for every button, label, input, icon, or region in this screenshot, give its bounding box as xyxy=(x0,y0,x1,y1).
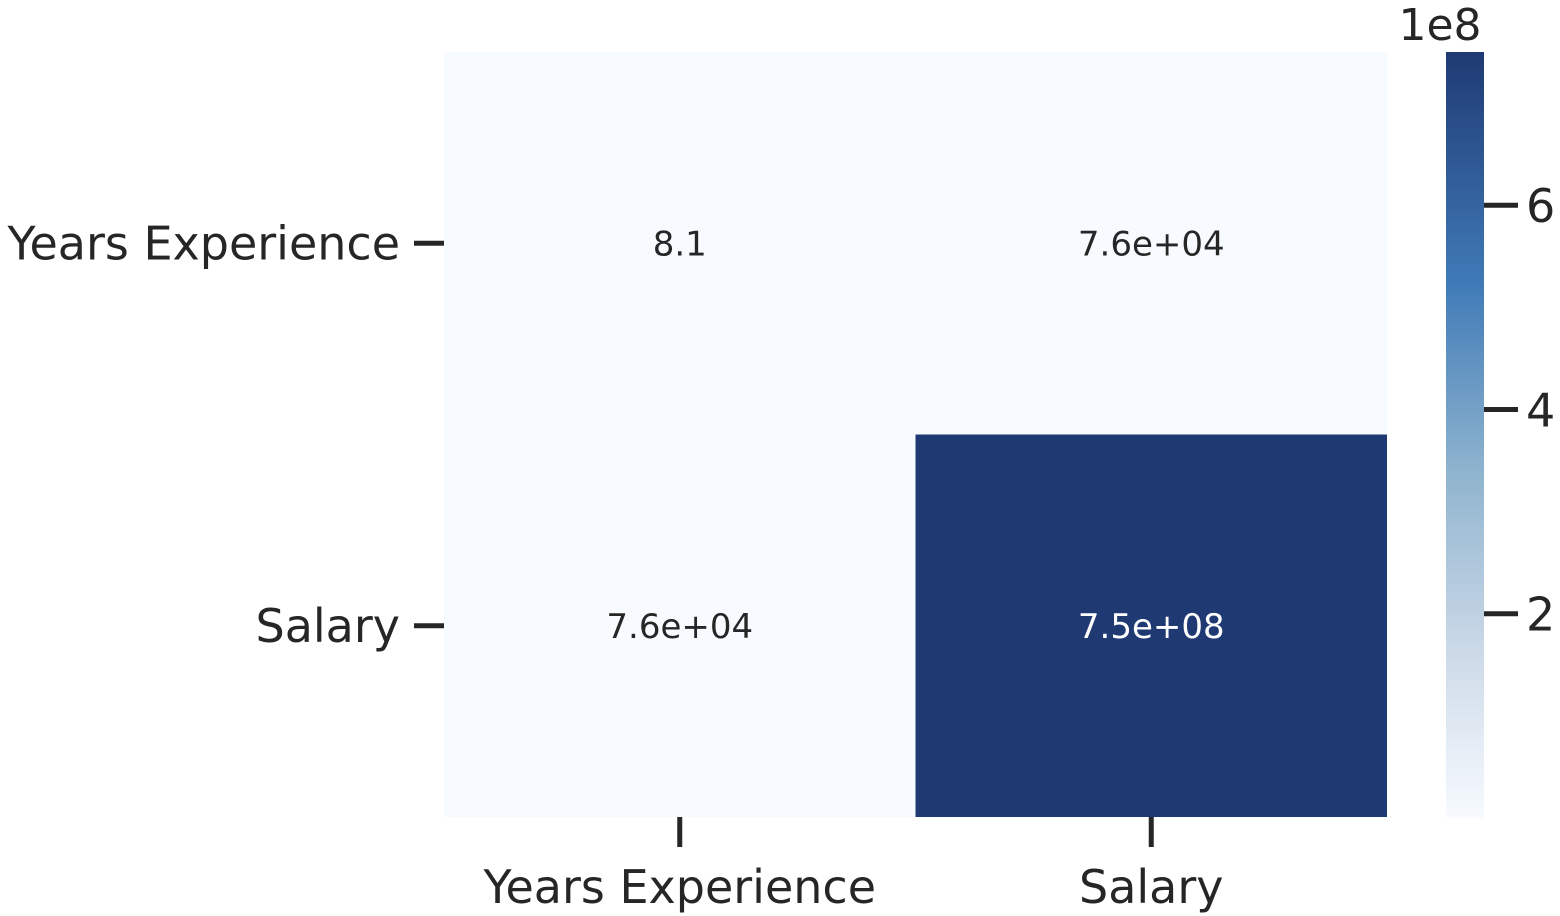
colorbar-gradient xyxy=(1446,52,1484,818)
colorbar-multiplier-label: 1e8 xyxy=(1398,0,1481,51)
y-tick-label: Years Experience xyxy=(6,216,400,270)
heatmap-cell-label: 7.5e+08 xyxy=(1078,607,1225,647)
colorbar-tick-label: 6 xyxy=(1526,179,1555,233)
heatmap-cell-labels: 8.1 7.6e+04 7.6e+04 7.5e+08 xyxy=(606,224,1224,647)
colorbar: 1e8 2 4 6 xyxy=(1398,0,1555,818)
heatmap-cell xyxy=(444,52,916,435)
y-axis: Years Experience Salary xyxy=(6,216,444,653)
colorbar-ticks: 2 4 6 xyxy=(1484,179,1555,642)
x-tick-label: Salary xyxy=(1079,860,1224,914)
heatmap-cell-label: 7.6e+04 xyxy=(1078,224,1225,264)
y-tick-label: Salary xyxy=(256,599,401,653)
colorbar-tick-label: 4 xyxy=(1526,383,1555,437)
heatmap-cell xyxy=(444,434,916,817)
heatmap-cell-label: 7.6e+04 xyxy=(606,607,753,647)
x-tick-label: Years Experience xyxy=(482,860,876,914)
heatmap-cells xyxy=(444,52,1387,817)
x-axis: Years Experience Salary xyxy=(482,817,1224,914)
heatmap-cell-label: 8.1 xyxy=(653,224,707,264)
colorbar-tick-label: 2 xyxy=(1526,588,1555,642)
heatmap-cell xyxy=(915,52,1387,435)
heatmap-cell xyxy=(915,434,1387,817)
